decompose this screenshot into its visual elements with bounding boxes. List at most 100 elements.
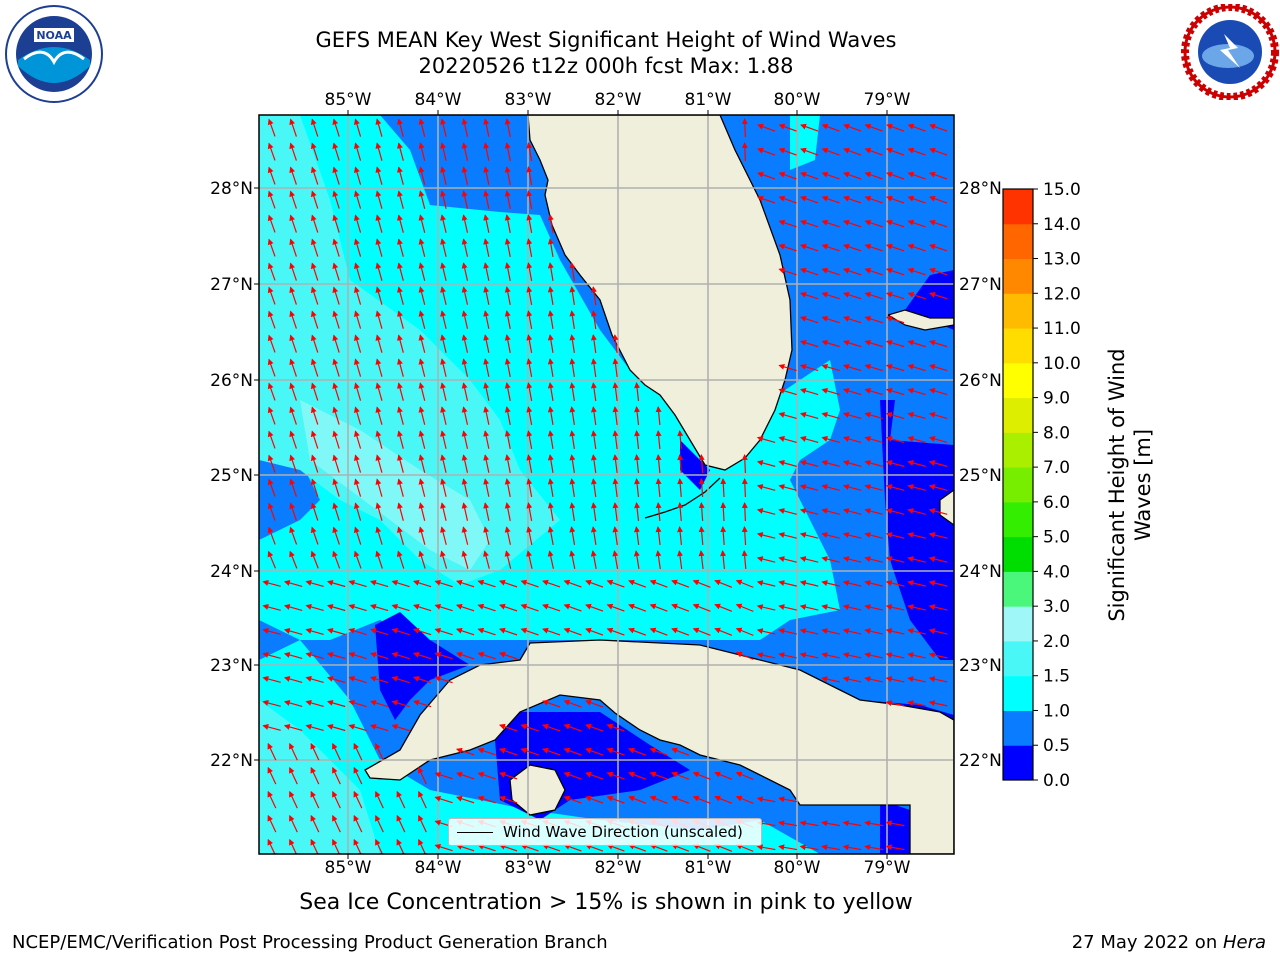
wind-wave-arrow bbox=[332, 454, 340, 473]
wind-wave-arrow bbox=[326, 604, 346, 612]
wind-wave-arrow bbox=[585, 723, 604, 732]
wind-wave-arrow bbox=[310, 550, 319, 569]
wind-wave-arrow bbox=[289, 238, 297, 257]
wind-wave-arrow bbox=[418, 142, 426, 161]
wind-wave-arrow bbox=[504, 286, 511, 305]
wind-wave-arrow bbox=[397, 118, 404, 137]
wind-wave-arrow bbox=[692, 795, 711, 804]
wind-wave-arrow bbox=[504, 382, 511, 401]
wind-wave-arrow bbox=[864, 604, 883, 611]
wind-wave-arrow bbox=[563, 771, 582, 780]
wind-wave-arrow bbox=[885, 652, 905, 659]
wind-wave-arrow bbox=[289, 118, 297, 137]
wind-wave-arrow bbox=[461, 334, 469, 353]
wind-wave-arrow bbox=[375, 406, 383, 425]
wind-wave-arrow bbox=[305, 700, 324, 708]
wind-wave-arrow bbox=[799, 363, 819, 372]
wind-wave-arrow bbox=[842, 652, 862, 659]
wind-wave-arrow bbox=[741, 454, 748, 474]
wind-wave-arrow bbox=[756, 652, 776, 659]
wind-wave-arrow bbox=[800, 171, 819, 180]
lat-tick-label-left: 23°N bbox=[210, 656, 253, 676]
wind-wave-arrow bbox=[842, 388, 862, 396]
wind-wave-arrow bbox=[283, 652, 303, 659]
colorbar-frame bbox=[1002, 188, 1034, 781]
wind-wave-arrow bbox=[332, 190, 340, 209]
wind-wave-arrow bbox=[842, 820, 862, 827]
wind-wave-arrow bbox=[262, 700, 281, 707]
wind-wave-arrow bbox=[547, 406, 554, 425]
wind-wave-arrow bbox=[542, 723, 561, 732]
wind-wave-arrow bbox=[885, 388, 905, 396]
svg-text:NOAA: NOAA bbox=[36, 29, 72, 42]
wind-wave-arrow bbox=[928, 436, 948, 443]
wind-wave-arrow bbox=[375, 382, 383, 401]
bahamas-land-2 bbox=[939, 489, 954, 526]
colorbar-segment bbox=[1003, 328, 1033, 364]
wind-wave-arrow bbox=[483, 334, 490, 353]
wind-wave-arrow bbox=[483, 454, 490, 473]
colorbar-segment bbox=[1003, 467, 1033, 503]
wind-wave-arrow bbox=[907, 652, 926, 659]
nws-logo bbox=[1181, 4, 1279, 100]
wind-wave-arrow bbox=[735, 579, 754, 588]
ocean-dark-blue-east bbox=[880, 270, 954, 660]
wind-wave-arrow bbox=[907, 171, 926, 180]
wind-wave-arrow bbox=[842, 508, 862, 515]
footer-date-text: 27 May 2022 on bbox=[1071, 932, 1223, 953]
wind-wave-arrow bbox=[928, 676, 948, 683]
wind-wave-arrow bbox=[735, 795, 754, 804]
wind-wave-arrow bbox=[907, 267, 926, 276]
wind-wave-arrow bbox=[353, 382, 362, 401]
wind-wave-arrow bbox=[778, 171, 797, 180]
wind-wave-arrow bbox=[289, 310, 297, 329]
wind-wave-arrow bbox=[483, 358, 490, 377]
wind-wave-arrow bbox=[885, 844, 905, 851]
wind-wave-arrow bbox=[483, 286, 490, 305]
wind-wave-arrow bbox=[289, 766, 298, 785]
wind-wave-arrow bbox=[864, 844, 883, 851]
wind-wave-arrow bbox=[418, 478, 426, 497]
wind-wave-arrow bbox=[262, 652, 281, 659]
wind-wave-arrow bbox=[741, 550, 748, 570]
wind-wave-arrow bbox=[434, 843, 453, 852]
colorbar-tick-label: 7.0 bbox=[1043, 458, 1070, 478]
wind-wave-arrow bbox=[655, 430, 662, 450]
wind-wave-arrow bbox=[720, 526, 727, 546]
wind-wave-arrow bbox=[348, 675, 367, 684]
wind-wave-arrow bbox=[520, 627, 539, 636]
colorbar-segment bbox=[1003, 293, 1033, 329]
colorbar: 15.0 14.0 13.0 12.0 11.0 10.0 9.0 8.0 7.0 6.0 5.0 4… bbox=[1002, 180, 1081, 791]
wind-wave-arrow bbox=[928, 604, 948, 611]
wind-wave-arrow bbox=[671, 627, 690, 636]
wind-wave-arrow bbox=[842, 315, 862, 324]
wind-wave-arrow bbox=[563, 603, 582, 612]
wind-wave-arrow bbox=[310, 430, 319, 449]
wind-wave-arrow bbox=[606, 747, 625, 756]
wind-wave-arrow bbox=[348, 723, 367, 732]
wind-wave-arrow bbox=[563, 723, 582, 732]
wind-wave-arrow bbox=[799, 267, 819, 276]
wind-wave-arrow bbox=[267, 526, 276, 545]
lon-tick-label-bottom: 83°W bbox=[505, 858, 552, 878]
wind-wave-arrow bbox=[520, 579, 539, 588]
wind-wave-arrow bbox=[397, 286, 404, 305]
wind-wave-arrow bbox=[628, 747, 647, 756]
wind-wave-arrow bbox=[634, 454, 641, 474]
colorbar-segment bbox=[1003, 189, 1033, 225]
wind-wave-arrow bbox=[885, 315, 905, 324]
wind-wave-arrow bbox=[461, 550, 469, 569]
wind-wave-arrow bbox=[461, 166, 469, 185]
wind-wave-arrow bbox=[440, 502, 447, 521]
wind-wave-arrow bbox=[267, 742, 277, 761]
wind-wave-arrow bbox=[590, 382, 597, 401]
wind-wave-arrow bbox=[842, 291, 862, 300]
wind-wave-arrow bbox=[283, 580, 303, 587]
wind-wave-arrow bbox=[375, 478, 383, 497]
wind-wave-arrow bbox=[864, 315, 883, 324]
wind-wave-arrow bbox=[756, 484, 776, 491]
wind-wave-arrow bbox=[649, 747, 668, 756]
noaa-logo: NOAA bbox=[5, 5, 103, 103]
wind-wave-arrow bbox=[526, 358, 533, 377]
wind-wave-arrow bbox=[440, 358, 447, 377]
